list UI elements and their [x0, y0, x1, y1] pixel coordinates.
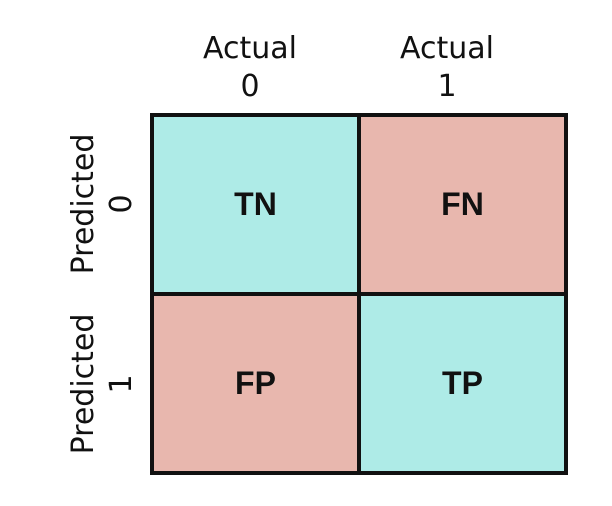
column-header-actual-1: Actual 1	[372, 30, 522, 106]
column-header-label: Actual	[203, 31, 297, 66]
row-header-label: Predicted	[66, 133, 101, 275]
row-header-predicted-0: Predicted 0	[65, 119, 145, 289]
confusion-matrix: TN FN FP TP	[150, 113, 568, 475]
column-header-value: 1	[437, 69, 457, 104]
cell-true-positive: TP	[359, 294, 564, 471]
column-header-value: 0	[240, 69, 260, 104]
row-header-value: 0	[104, 194, 139, 214]
column-header-actual-0: Actual 0	[175, 30, 325, 106]
cell-false-positive: FP	[154, 294, 359, 471]
row-header-value: 1	[104, 374, 139, 394]
cell-true-negative: TN	[154, 117, 359, 294]
cell-false-negative: FN	[359, 117, 564, 294]
row-header-label: Predicted	[66, 313, 101, 455]
column-header-label: Actual	[400, 31, 494, 66]
row-header-predicted-1: Predicted 1	[65, 299, 145, 469]
